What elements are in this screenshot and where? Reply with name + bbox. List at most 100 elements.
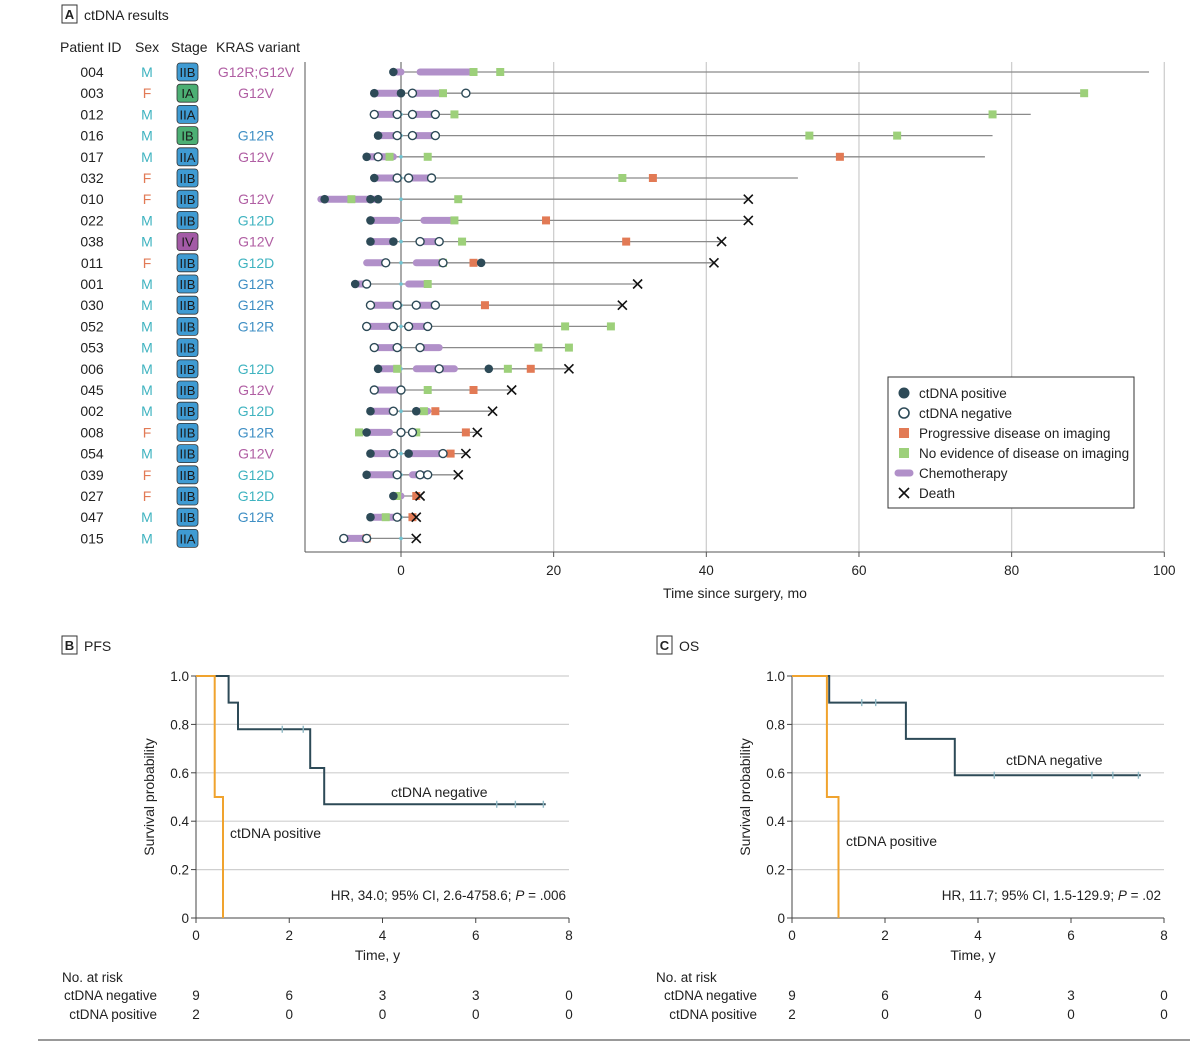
patient-sex: M <box>141 234 153 250</box>
stage-badge <box>176 126 199 145</box>
ned-marker <box>438 89 447 98</box>
ctdna-positive-marker <box>350 279 360 289</box>
ned-marker <box>893 131 902 140</box>
patient-sex: F <box>143 488 152 504</box>
patient-sex: M <box>141 446 153 462</box>
ned-marker <box>606 322 615 331</box>
ctdna-negative-marker <box>381 258 391 268</box>
panel-b-letter-box <box>61 635 78 655</box>
ctdna-negative-marker <box>392 130 402 141</box>
ned-marker <box>385 152 394 161</box>
ctdna-negative-marker <box>415 342 425 353</box>
legend-progressive-label: Progressive disease on imaging <box>919 426 1110 441</box>
x-tick-label: 40 <box>699 563 714 578</box>
ctdna-negative-marker <box>339 533 349 544</box>
header-sex: Sex <box>135 39 159 55</box>
risk-count: 2 <box>788 1007 796 1022</box>
patient-id: 001 <box>80 276 104 292</box>
ctdna-negative-marker <box>392 300 402 310</box>
risk-count: 0 <box>379 1007 387 1022</box>
risk-row-label: ctDNA positive <box>69 1007 157 1022</box>
ctdna-negative-marker <box>415 470 425 480</box>
patient-sex: F <box>143 170 152 186</box>
ned-marker <box>355 428 364 437</box>
header-kras-variant: KRAS variant <box>216 39 300 55</box>
x-tick-label: 4 <box>379 928 387 943</box>
stage-badge <box>176 338 199 358</box>
header-stage: Stage <box>171 39 208 55</box>
kras-variant: G12R <box>238 297 275 313</box>
stage-badge <box>176 83 199 103</box>
stage-label: IIB <box>180 362 196 377</box>
panel-b-title: PFS <box>84 638 111 654</box>
ctdna-negative-marker <box>388 448 399 459</box>
ctdna-positive-marker <box>389 67 398 77</box>
ctdna-negative-marker <box>434 364 444 374</box>
death-marker <box>460 448 471 459</box>
patient-id: 017 <box>80 149 104 165</box>
risk-count: 0 <box>285 1007 293 1022</box>
patient-sex: F <box>143 255 152 271</box>
panel-c-letter: C <box>660 638 670 653</box>
x-tick-label: 2 <box>285 928 293 943</box>
risk-table-title: No. at risk <box>656 970 717 985</box>
km-plot-pfs: 0 0.2 0.4 0.6 0.8 1.0 0 2 4 6 8 Time, y Survival pro… <box>62 669 573 1022</box>
ned-marker <box>393 364 402 373</box>
kras-variant: G12D <box>238 361 275 377</box>
x-tick-label: 0 <box>788 928 796 943</box>
legend-chemo-label: Chemotherapy <box>919 466 1008 481</box>
kras-variant: G12V <box>238 382 274 398</box>
patient-id: 004 <box>80 64 104 80</box>
ctdna-positive-marker <box>389 491 398 501</box>
patient-sex: F <box>143 191 152 207</box>
risk-row-label: ctDNA positive <box>669 1007 757 1022</box>
stage-label: IIB <box>180 65 196 80</box>
x-tick-label: 8 <box>1160 928 1168 943</box>
panel-c-letter-box <box>656 635 673 655</box>
patient-id: 038 <box>80 234 104 250</box>
patient-id: 012 <box>80 106 104 122</box>
panel-a-column-headers: Patient ID Sex Stage KRAS variant <box>60 39 300 55</box>
y-tick-label: 0.4 <box>766 814 785 829</box>
progressive-marker <box>469 386 478 394</box>
patient-sex: F <box>143 85 152 101</box>
patient-id: 022 <box>80 212 104 228</box>
patient-id: 045 <box>80 382 104 398</box>
ctdna-negative-marker <box>361 279 372 289</box>
ctdna-negative-marker <box>396 427 406 438</box>
death-marker <box>411 533 422 544</box>
ctdna-negative-marker <box>461 88 471 98</box>
ctdna-positive-marker <box>373 364 383 374</box>
death-marker <box>472 427 483 438</box>
stage-label: IIB <box>180 447 196 462</box>
y-tick-label: 0.8 <box>766 717 785 732</box>
stage-label: IIB <box>180 256 196 271</box>
patient-sex: M <box>141 403 153 419</box>
ned-marker <box>561 322 570 331</box>
ctdna-positive-marker <box>362 152 371 162</box>
ctdna-negative-marker <box>392 173 402 183</box>
panel-b-header: B PFS <box>61 635 111 655</box>
stage-badge <box>176 105 199 124</box>
ctdna-positive-marker <box>366 216 375 225</box>
kras-variant: G12V <box>238 446 274 462</box>
ned-marker <box>503 364 512 373</box>
progressive-marker <box>622 237 631 246</box>
risk-count: 4 <box>974 988 982 1003</box>
progressive-marker <box>526 364 535 373</box>
kras-variant: G12R;G12V <box>218 64 295 80</box>
legend-positive-marker <box>898 387 910 399</box>
curve-label-positive: ctDNA positive <box>230 825 321 841</box>
stage-label: IIA <box>180 107 196 122</box>
ctdna-negative-marker <box>392 342 402 353</box>
stage-label: IIB <box>180 341 196 356</box>
stage-badge <box>176 359 199 379</box>
curve-label-negative: ctDNA negative <box>1006 752 1103 768</box>
patient-id: 039 <box>80 467 104 483</box>
death-marker <box>743 215 754 226</box>
ctdna-negative-marker <box>392 470 402 480</box>
kras-variant: G12R <box>238 509 275 525</box>
ctdna-negative-marker <box>369 109 379 120</box>
ctdna-negative-marker <box>361 321 372 332</box>
ned-marker <box>469 68 478 76</box>
